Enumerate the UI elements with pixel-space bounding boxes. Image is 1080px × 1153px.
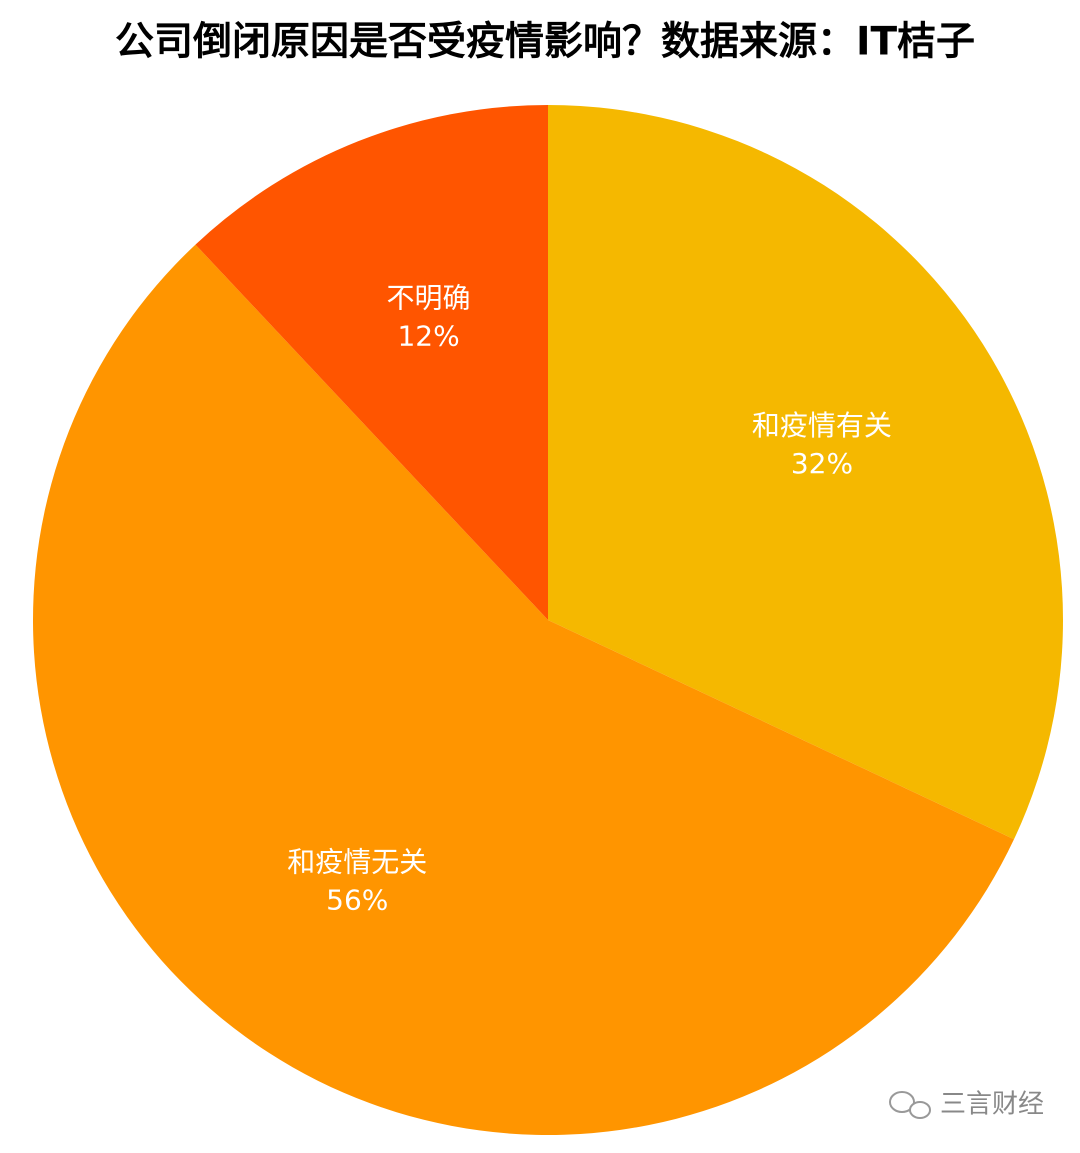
pie-slice — [33, 244, 1014, 1135]
slice-value-label: 12% — [397, 319, 459, 352]
slice-label: 和疫情有关 — [752, 409, 892, 442]
slice-value-label: 56% — [326, 883, 388, 916]
pie-slice — [195, 105, 548, 620]
slice-label: 和疫情无关 — [287, 845, 427, 878]
watermark-icon — [889, 1091, 915, 1113]
watermark: 三言财经 — [889, 1090, 1044, 1120]
slice-value-label: 32% — [791, 447, 853, 480]
pie-slice — [548, 105, 1063, 840]
slice-label: 不明确 — [387, 281, 471, 314]
watermark-icon — [909, 1101, 931, 1119]
watermark-text: 三言财经 — [940, 1090, 1044, 1120]
chart-title: 公司倒闭原因是否受疫情影响？数据来源：IT桔子 — [115, 20, 975, 65]
